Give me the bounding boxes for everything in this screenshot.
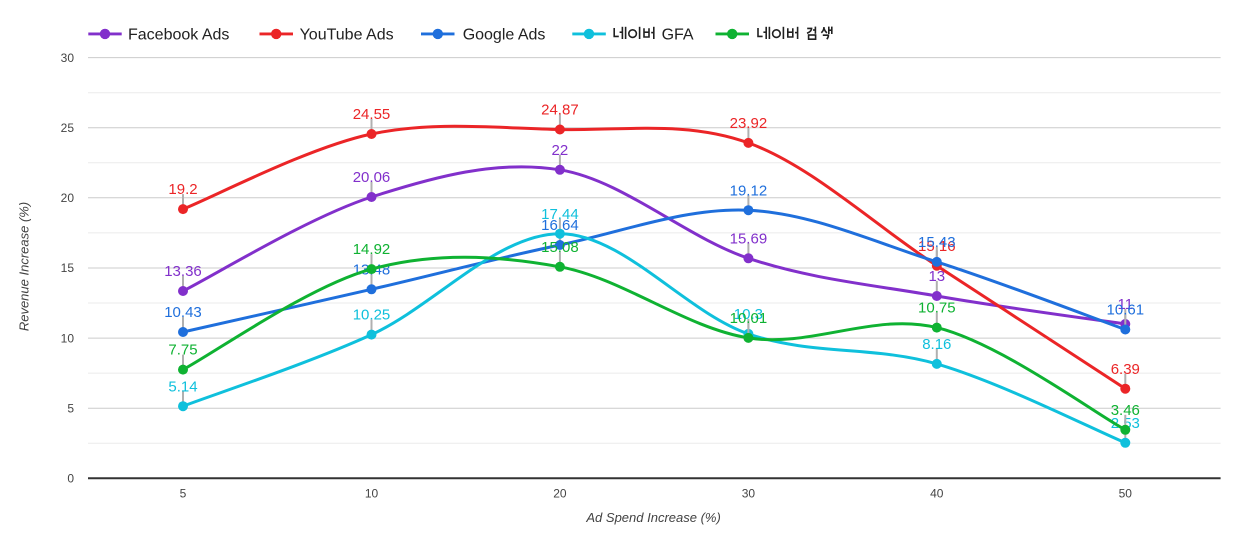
- svg-text:30: 30: [61, 51, 75, 65]
- svg-text:24.87: 24.87: [541, 102, 579, 119]
- svg-text:3.46: 3.46: [1111, 402, 1140, 419]
- svg-text:50: 50: [1119, 486, 1133, 500]
- svg-text:Ad Spend Increase (%): Ad Spend Increase (%): [585, 510, 720, 525]
- svg-text:5: 5: [180, 486, 187, 500]
- svg-text:10: 10: [61, 331, 75, 345]
- svg-text:25: 25: [61, 121, 75, 135]
- svg-text:10.01: 10.01: [730, 310, 768, 327]
- svg-text:20: 20: [553, 486, 567, 500]
- svg-text:GFA: GFA: [662, 26, 694, 43]
- svg-text:10.61: 10.61: [1107, 302, 1145, 319]
- svg-text:15: 15: [61, 261, 75, 275]
- svg-text:5.14: 5.14: [168, 378, 197, 395]
- svg-text:15.43: 15.43: [918, 234, 956, 251]
- svg-text:40: 40: [930, 486, 944, 500]
- svg-text:0: 0: [67, 472, 74, 486]
- svg-text:10: 10: [365, 486, 379, 500]
- svg-text:13.36: 13.36: [164, 263, 202, 280]
- svg-text:YouTube Ads: YouTube Ads: [300, 26, 394, 43]
- svg-text:19.12: 19.12: [730, 182, 768, 199]
- svg-text:Facebook Ads: Facebook Ads: [128, 26, 229, 43]
- svg-text:17.44: 17.44: [541, 206, 579, 223]
- svg-text:15.69: 15.69: [730, 230, 768, 247]
- svg-text:24.55: 24.55: [353, 106, 391, 123]
- svg-text:14.92: 14.92: [353, 241, 391, 258]
- svg-text:6.39: 6.39: [1111, 361, 1140, 378]
- svg-text:7.75: 7.75: [168, 342, 197, 359]
- svg-text:15.16: 15.16: [918, 238, 956, 255]
- svg-text:20.06: 20.06: [353, 169, 391, 186]
- svg-text:22: 22: [552, 142, 569, 159]
- svg-text:8.16: 8.16: [922, 336, 951, 353]
- svg-text:5: 5: [67, 401, 74, 415]
- svg-text:15.08: 15.08: [541, 239, 579, 256]
- svg-text:Google Ads: Google Ads: [463, 26, 546, 43]
- svg-text:Revenue Increase (%): Revenue Increase (%): [17, 202, 32, 331]
- svg-text:10.3: 10.3: [734, 306, 763, 323]
- svg-text:13: 13: [928, 268, 945, 285]
- svg-text:10.25: 10.25: [353, 307, 391, 324]
- svg-text:10.75: 10.75: [918, 300, 956, 317]
- svg-text:23.92: 23.92: [730, 115, 768, 132]
- svg-text:11: 11: [1118, 296, 1134, 313]
- svg-text:19.2: 19.2: [168, 181, 197, 198]
- svg-text:30: 30: [742, 486, 756, 500]
- svg-text:10.43: 10.43: [164, 304, 202, 321]
- svg-text:20: 20: [61, 191, 75, 205]
